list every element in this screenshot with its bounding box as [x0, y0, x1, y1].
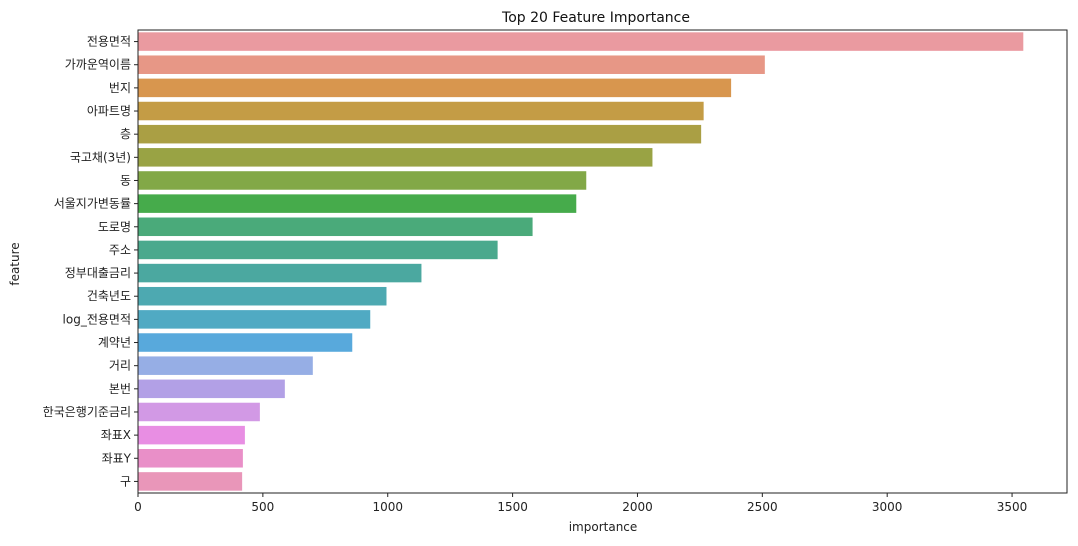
bar — [138, 148, 653, 167]
y-tick-label: 건축년도 — [87, 289, 131, 303]
bar — [138, 379, 285, 399]
y-tick-label: 본번 — [109, 382, 131, 396]
y-tick-label: 정부대출금리 — [65, 266, 131, 280]
y-tick-label: 국고채(3년) — [70, 150, 131, 164]
x-tick-label: 0 — [134, 500, 142, 514]
bar — [138, 310, 371, 329]
y-tick-label: 구 — [120, 474, 131, 488]
y-tick-label: 좌표Y — [102, 451, 132, 465]
bar — [138, 449, 243, 468]
x-tick-label: 3500 — [997, 500, 1028, 514]
y-tick-label: 동 — [120, 173, 131, 187]
x-axis-ticks: 0 500 1000 1500 2000 2500 3000 3500 — [134, 493, 1027, 514]
x-tick-label: 2000 — [622, 500, 653, 514]
y-tick-label: 주소 — [109, 243, 131, 257]
y-tick-label: 계약년 — [98, 335, 131, 350]
bar — [138, 32, 1024, 51]
y-tick-label: 서울지가변동률 — [54, 197, 131, 211]
x-axis-label: importance — [569, 520, 638, 534]
bar — [138, 217, 533, 237]
y-tick-label: 층 — [120, 127, 131, 141]
y-tick-label: 도로명 — [98, 220, 131, 234]
y-tick-label: 좌표X — [101, 428, 131, 442]
y-tick-label: log_전용면적 — [63, 312, 131, 326]
x-tick-label: 500 — [251, 500, 274, 514]
bars — [138, 32, 1024, 491]
plot-frame — [137, 29, 1068, 494]
x-tick-label: 2500 — [747, 500, 778, 514]
bar — [138, 78, 732, 98]
x-tick-label: 3000 — [872, 500, 903, 514]
bar — [138, 55, 765, 74]
x-tick-label: 1000 — [372, 500, 403, 514]
bar — [138, 356, 313, 375]
bar — [138, 263, 422, 283]
bar — [138, 286, 387, 306]
y-tick-label: 가까운역이름 — [65, 58, 131, 72]
y-tick-label: 아파트명 — [87, 104, 131, 118]
bar — [138, 402, 260, 422]
bar — [138, 240, 498, 260]
y-tick-label: 전용면적 — [87, 35, 131, 49]
bar — [138, 472, 243, 491]
bar — [138, 333, 353, 352]
y-tick-label: 거리 — [109, 359, 131, 373]
bar — [138, 124, 702, 144]
x-tick-label: 1500 — [497, 500, 528, 514]
bar — [138, 101, 704, 121]
y-tick-label: 한국은행기준금리 — [43, 404, 131, 419]
bar — [138, 194, 577, 213]
bar — [138, 171, 587, 190]
chart-title: Top 20 Feature Importance — [501, 10, 690, 26]
bar — [138, 425, 245, 445]
y-axis-label: feature — [8, 242, 22, 285]
y-tick-label: 번지 — [109, 81, 131, 95]
